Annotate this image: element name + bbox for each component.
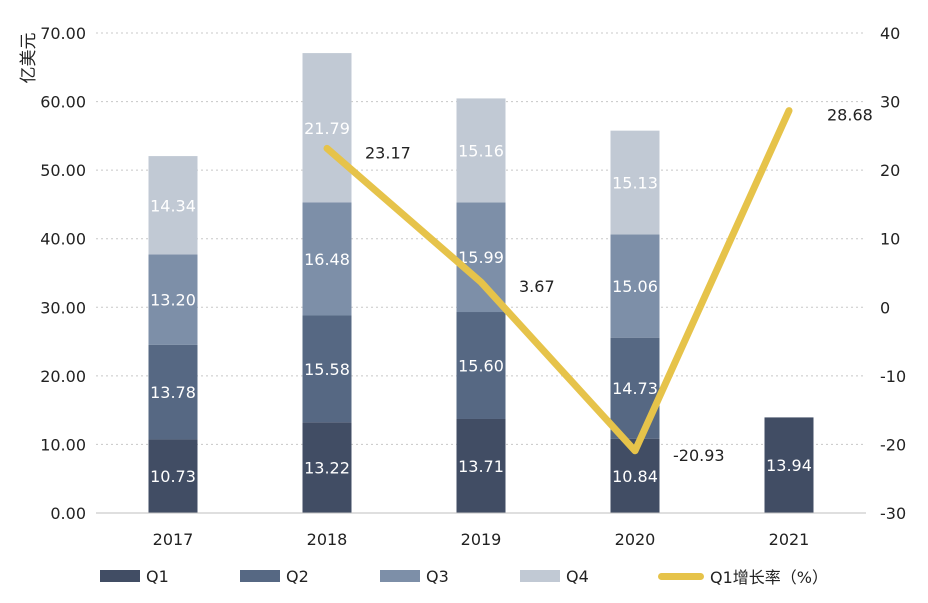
bar-value-label: 14.34 (150, 196, 196, 215)
bar-segment-q3 (456, 202, 506, 313)
growth-value-label: 23.17 (365, 143, 411, 162)
bar-value-label: 14.73 (612, 379, 658, 398)
bar-segment-q1 (764, 417, 814, 513)
bar-value-label: 13.78 (150, 383, 196, 402)
bar-segment-q3 (302, 202, 352, 316)
bar-value-label: 13.20 (150, 291, 196, 310)
legend-label-q1: Q1 (146, 566, 169, 586)
bar-value-label: 21.79 (304, 119, 350, 138)
y-left-tick-label: 40.00 (40, 230, 86, 249)
y-right-tick-label: 10 (880, 230, 900, 249)
chart-canvas: 10.73 13.78 13.20 14.34 13.22 15.58 16.48 21.79… (19, 24, 906, 549)
x-tick-label: 2020 (615, 530, 656, 549)
y-right-tick-label: 0 (880, 298, 890, 317)
bar-value-label: 15.58 (304, 360, 350, 379)
bar-segment-q1 (148, 439, 198, 513)
bar-value-label: 15.16 (458, 141, 504, 160)
bar-segment-q1 (302, 422, 352, 513)
x-tick-label: 2017 (153, 530, 194, 549)
legend-item-growth: Q1增长率（%） (658, 562, 828, 590)
bar-value-label: 13.22 (304, 459, 350, 478)
growth-value-label: 28.68 (827, 106, 873, 125)
growth-value-label: -20.93 (673, 446, 725, 465)
y-right-tick-label: 30 (880, 93, 900, 112)
x-tick-label: 2019 (461, 530, 502, 549)
y-right-tick-label: 20 (880, 161, 900, 180)
bar-value-label: 15.13 (612, 174, 658, 193)
bar-segment-q4 (456, 98, 506, 203)
x-tick-label: 2018 (307, 530, 348, 549)
y-right-tick-label: -30 (880, 504, 906, 523)
y-left-tick-label: 0.00 (50, 504, 86, 523)
y-left-tick-label: 10.00 (40, 435, 86, 454)
bar-segment-q4 (302, 53, 352, 203)
y-left-tick-label: 50.00 (40, 161, 86, 180)
y-left-tick-label: 70.00 (40, 24, 86, 43)
legend-item-q1: Q1 (100, 562, 169, 590)
legend-swatch-q4 (520, 570, 560, 582)
legend-swatch-q1 (100, 570, 140, 582)
y-left-tick-label: 30.00 (40, 298, 86, 317)
growth-line-path (323, 107, 793, 455)
growth-value-label: 3.67 (519, 277, 555, 296)
y-right-tick-label: -10 (880, 367, 906, 386)
y-right-tick-label: -20 (880, 435, 906, 454)
growth-line: 23.17 3.67 -20.93 28.68 (323, 106, 873, 465)
legend-item-q3: Q3 (380, 562, 449, 590)
legend-swatch-q3 (380, 570, 420, 582)
legend-swatch-q2 (240, 570, 280, 582)
axes: 0.00 10.00 20.00 30.00 40.00 50.00 60.00 70.00 -… (19, 24, 906, 549)
bar-segment-q3 (610, 234, 660, 338)
bar-segment-q2 (456, 312, 506, 419)
bar-value-label: 10.84 (612, 467, 658, 486)
bar-value-label: 13.71 (458, 457, 504, 476)
bar-value-label: 15.06 (612, 277, 658, 296)
bar-segment-q4 (610, 130, 660, 235)
legend-label-q2: Q2 (286, 566, 309, 586)
bar-value-label: 10.73 (150, 467, 196, 486)
legend-label-q3: Q3 (426, 566, 449, 586)
bar-segment-q4 (148, 156, 198, 255)
y-left-tick-label: 20.00 (40, 367, 86, 386)
y-right-tick-label: 40 (880, 24, 900, 43)
bar-value-label: 15.99 (458, 248, 504, 267)
bar-segment-q2 (148, 344, 198, 440)
bar-segment-q2 (302, 315, 352, 423)
x-tick-label: 2021 (769, 530, 810, 549)
legend-label-growth: Q1增长率（%） (710, 568, 828, 587)
legend-item-q2: Q2 (240, 562, 309, 590)
bar-segment-q1 (456, 418, 506, 513)
bar-segment-q3 (148, 254, 198, 345)
legend-label-q4: Q4 (566, 566, 589, 586)
legend: Q1 Q2 Q3 Q4 Q1增长率（%） (0, 562, 928, 590)
legend-item-q4: Q4 (520, 562, 589, 590)
bars: 10.73 13.78 13.20 14.34 13.22 15.58 16.48 21.79… (148, 53, 814, 513)
y-axis-label: 亿美元 (19, 33, 39, 84)
bar-value-label: 15.60 (458, 357, 504, 376)
y-left-tick-label: 60.00 (40, 93, 86, 112)
bar-value-label: 13.94 (766, 456, 812, 475)
legend-swatch-growth (658, 572, 704, 580)
bar-value-label: 16.48 (304, 250, 350, 269)
